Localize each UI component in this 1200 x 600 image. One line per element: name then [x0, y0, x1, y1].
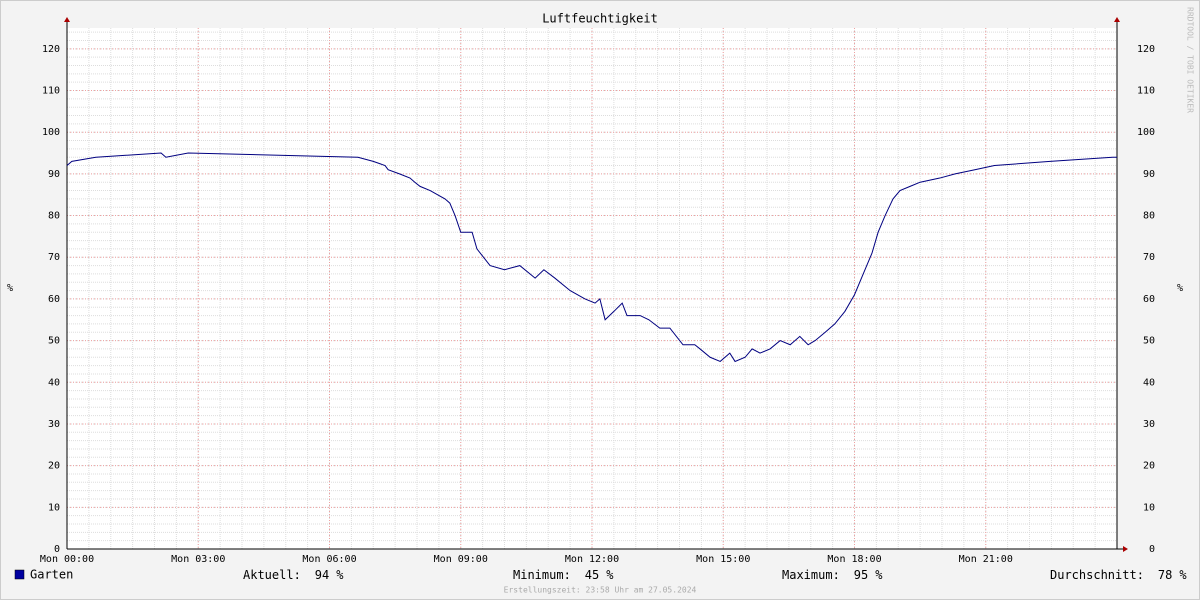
y2-tick-label: 70 — [1143, 252, 1155, 263]
stat-value: 95 — [854, 568, 868, 582]
y-tick-label: 120 — [42, 44, 60, 55]
y-tick-label: 40 — [48, 377, 60, 388]
y2-tick-label: 30 — [1143, 419, 1155, 430]
x-tick-label: Mon 18:00 — [827, 554, 881, 565]
stat-label: Durchschnitt: — [1050, 568, 1144, 582]
axis-arrow — [1114, 17, 1120, 22]
y-tick-label: 110 — [42, 86, 60, 97]
x-tick-label: Mon 06:00 — [302, 554, 356, 565]
y-axis-label: % — [7, 283, 13, 294]
legend-label: Garten — [30, 568, 73, 582]
stat: Minimum: 45% — [513, 568, 614, 582]
y-tick-label: 10 — [48, 502, 60, 513]
y-tick-label: 90 — [48, 169, 60, 180]
x-tick-label: Mon 00:00 — [40, 554, 94, 565]
watermark: RRDTOOL / TOBI OETIKER — [1186, 7, 1195, 113]
y2-tick-label: 100 — [1137, 127, 1155, 138]
x-tick-label: Mon 15:00 — [696, 554, 750, 565]
y2-tick-label: 50 — [1143, 336, 1155, 347]
y2-axis-label: % — [1177, 283, 1183, 294]
y2-tick-label: 40 — [1143, 377, 1155, 388]
stat-value: 45 — [585, 568, 599, 582]
chart-title: Luftfeuchtigkeit — [542, 12, 658, 26]
y-tick-label: 100 — [42, 127, 60, 138]
x-tick-label: Mon 12:00 — [565, 554, 619, 565]
stat-value: 94 — [315, 568, 329, 582]
x-tick-label: Mon 21:00 — [959, 554, 1013, 565]
footer: Erstellungszeit: 23:58 Uhr am 27.05.2024 — [504, 586, 697, 595]
stat-label: Maximum: — [782, 568, 840, 582]
stat-value: 78 — [1158, 568, 1172, 582]
data-line — [66, 152, 1117, 363]
y2-tick-label: 20 — [1143, 461, 1155, 472]
y-tick-label: 80 — [48, 211, 60, 222]
stat-unit: % — [606, 568, 614, 582]
stat-unit: % — [1179, 568, 1187, 582]
y2-tick-label: 110 — [1137, 86, 1155, 97]
x-tick-label: Mon 03:00 — [171, 554, 225, 565]
stat: Maximum: 95% — [782, 568, 883, 582]
stat-label: Minimum: — [513, 568, 571, 582]
y2-tick-label: 120 — [1137, 44, 1155, 55]
y2-tick-label: 60 — [1143, 294, 1155, 305]
legend-swatch — [14, 569, 25, 580]
stat-label: Aktuell: — [243, 568, 301, 582]
axis-arrow — [64, 17, 70, 22]
stat: Durchschnitt: 78% — [1050, 568, 1187, 582]
axis-arrow — [1123, 546, 1128, 552]
y-tick-label: 20 — [48, 461, 60, 472]
stat-unit: % — [336, 568, 344, 582]
y-tick-label: 30 — [48, 419, 60, 430]
y2-tick-label: 10 — [1143, 502, 1155, 513]
y2-tick-label: 0 — [1149, 544, 1155, 555]
y2-tick-label: 90 — [1143, 169, 1155, 180]
y-tick-label: 0 — [54, 544, 60, 555]
y-tick-label: 60 — [48, 294, 60, 305]
y-tick-label: 50 — [48, 336, 60, 347]
y2-tick-label: 80 — [1143, 211, 1155, 222]
y-tick-label: 70 — [48, 252, 60, 263]
stat: Aktuell: 94% — [243, 568, 344, 582]
x-tick-label: Mon 09:00 — [434, 554, 488, 565]
stat-unit: % — [875, 568, 883, 582]
